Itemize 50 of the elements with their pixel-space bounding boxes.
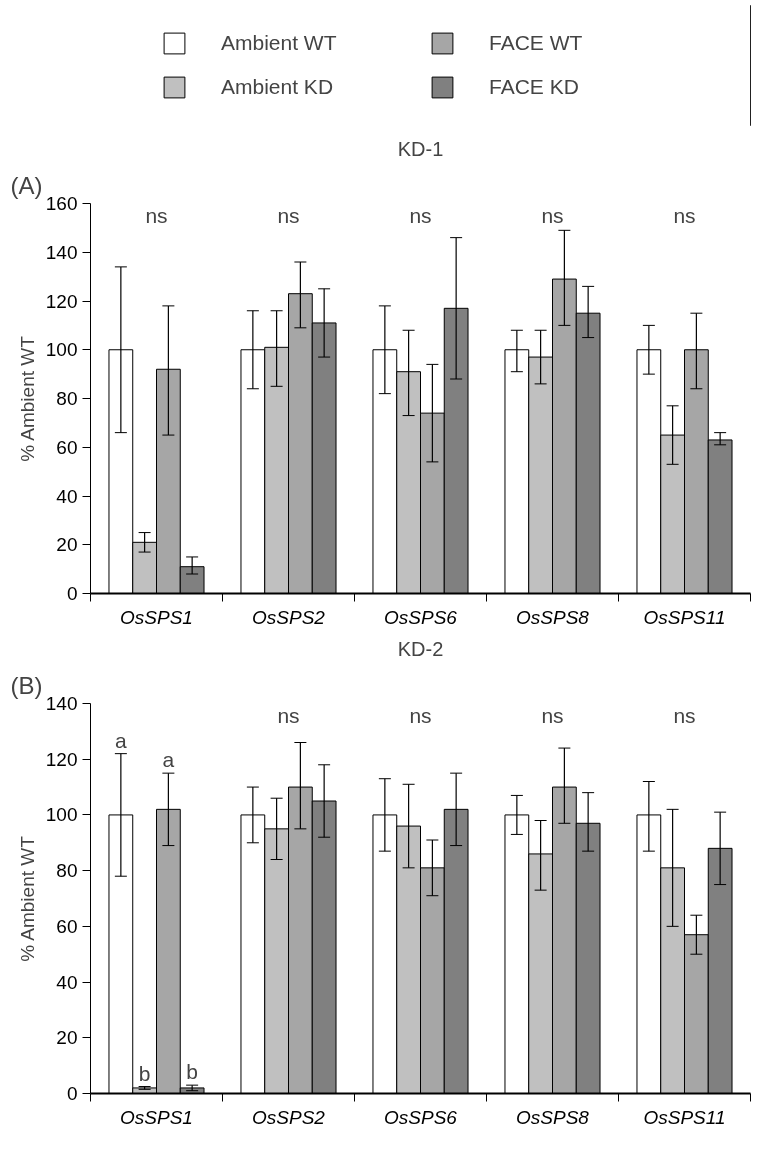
y-tick-label: 120: [45, 290, 78, 312]
x-tick-label: OsSPS1: [120, 606, 193, 628]
y-tick-label: 20: [56, 1027, 78, 1049]
annotation: ns: [673, 204, 696, 227]
y-tick-label: 0: [66, 1083, 78, 1104]
annotation: ns: [277, 704, 300, 727]
annotation: ns: [673, 704, 696, 727]
x-tick-label: OsSPS11: [643, 606, 726, 628]
data-label: b: [138, 1061, 151, 1085]
y-axis-title: % Ambient WT: [16, 835, 38, 962]
y-tick-label: 40: [56, 485, 78, 507]
data-label: b: [186, 1060, 198, 1084]
legend-label: Ambient KD: [221, 75, 335, 99]
legend-label: Ambient WT: [221, 31, 338, 55]
y-tick-label: 160: [45, 193, 78, 214]
chart-title: KD-2: [397, 637, 444, 660]
x-tick-label: OsSPS8: [516, 1106, 590, 1128]
chart-title: KD-1: [397, 137, 444, 160]
x-tick-label: OsSPS1: [120, 1106, 193, 1128]
data-label: a: [115, 728, 128, 752]
y-tick-label: 120: [45, 748, 78, 770]
annotation: ns: [541, 204, 564, 227]
y-tick-label: 100: [45, 804, 78, 826]
x-tick-label: OsSPS6: [384, 1106, 458, 1128]
annotation: ns: [145, 204, 168, 227]
annotation: ns: [409, 704, 432, 727]
annotation: ns: [541, 704, 564, 727]
annotation: ns: [409, 204, 432, 227]
y-tick-label: 40: [56, 971, 78, 993]
y-axis-title: % Ambient WT: [16, 335, 38, 462]
y-tick-label: 100: [45, 339, 78, 361]
y-tick-label: 20: [56, 534, 78, 556]
y-tick-label: 80: [56, 388, 78, 409]
x-tick-label: OsSPS6: [384, 606, 458, 628]
legend-label: FACE KD: [489, 75, 580, 99]
y-tick-label: 80: [56, 860, 78, 882]
y-tick-label: 140: [45, 693, 78, 714]
legend-label: FACE WT: [489, 31, 584, 55]
x-tick-label: OsSPS2: [252, 1106, 326, 1128]
y-tick-label: 60: [56, 915, 78, 937]
y-tick-label: 140: [45, 241, 78, 263]
x-tick-label: OsSPS2: [252, 606, 326, 628]
text: (A): [10, 171, 43, 199]
data-label: a: [162, 748, 175, 772]
y-tick-label: 60: [56, 436, 78, 458]
x-tick-label: OsSPS11: [643, 1106, 726, 1128]
x-tick-label: OsSPS8: [516, 606, 590, 628]
annotation: ns: [277, 204, 300, 227]
text: (B): [10, 671, 43, 699]
y-tick-label: 0: [66, 583, 78, 604]
